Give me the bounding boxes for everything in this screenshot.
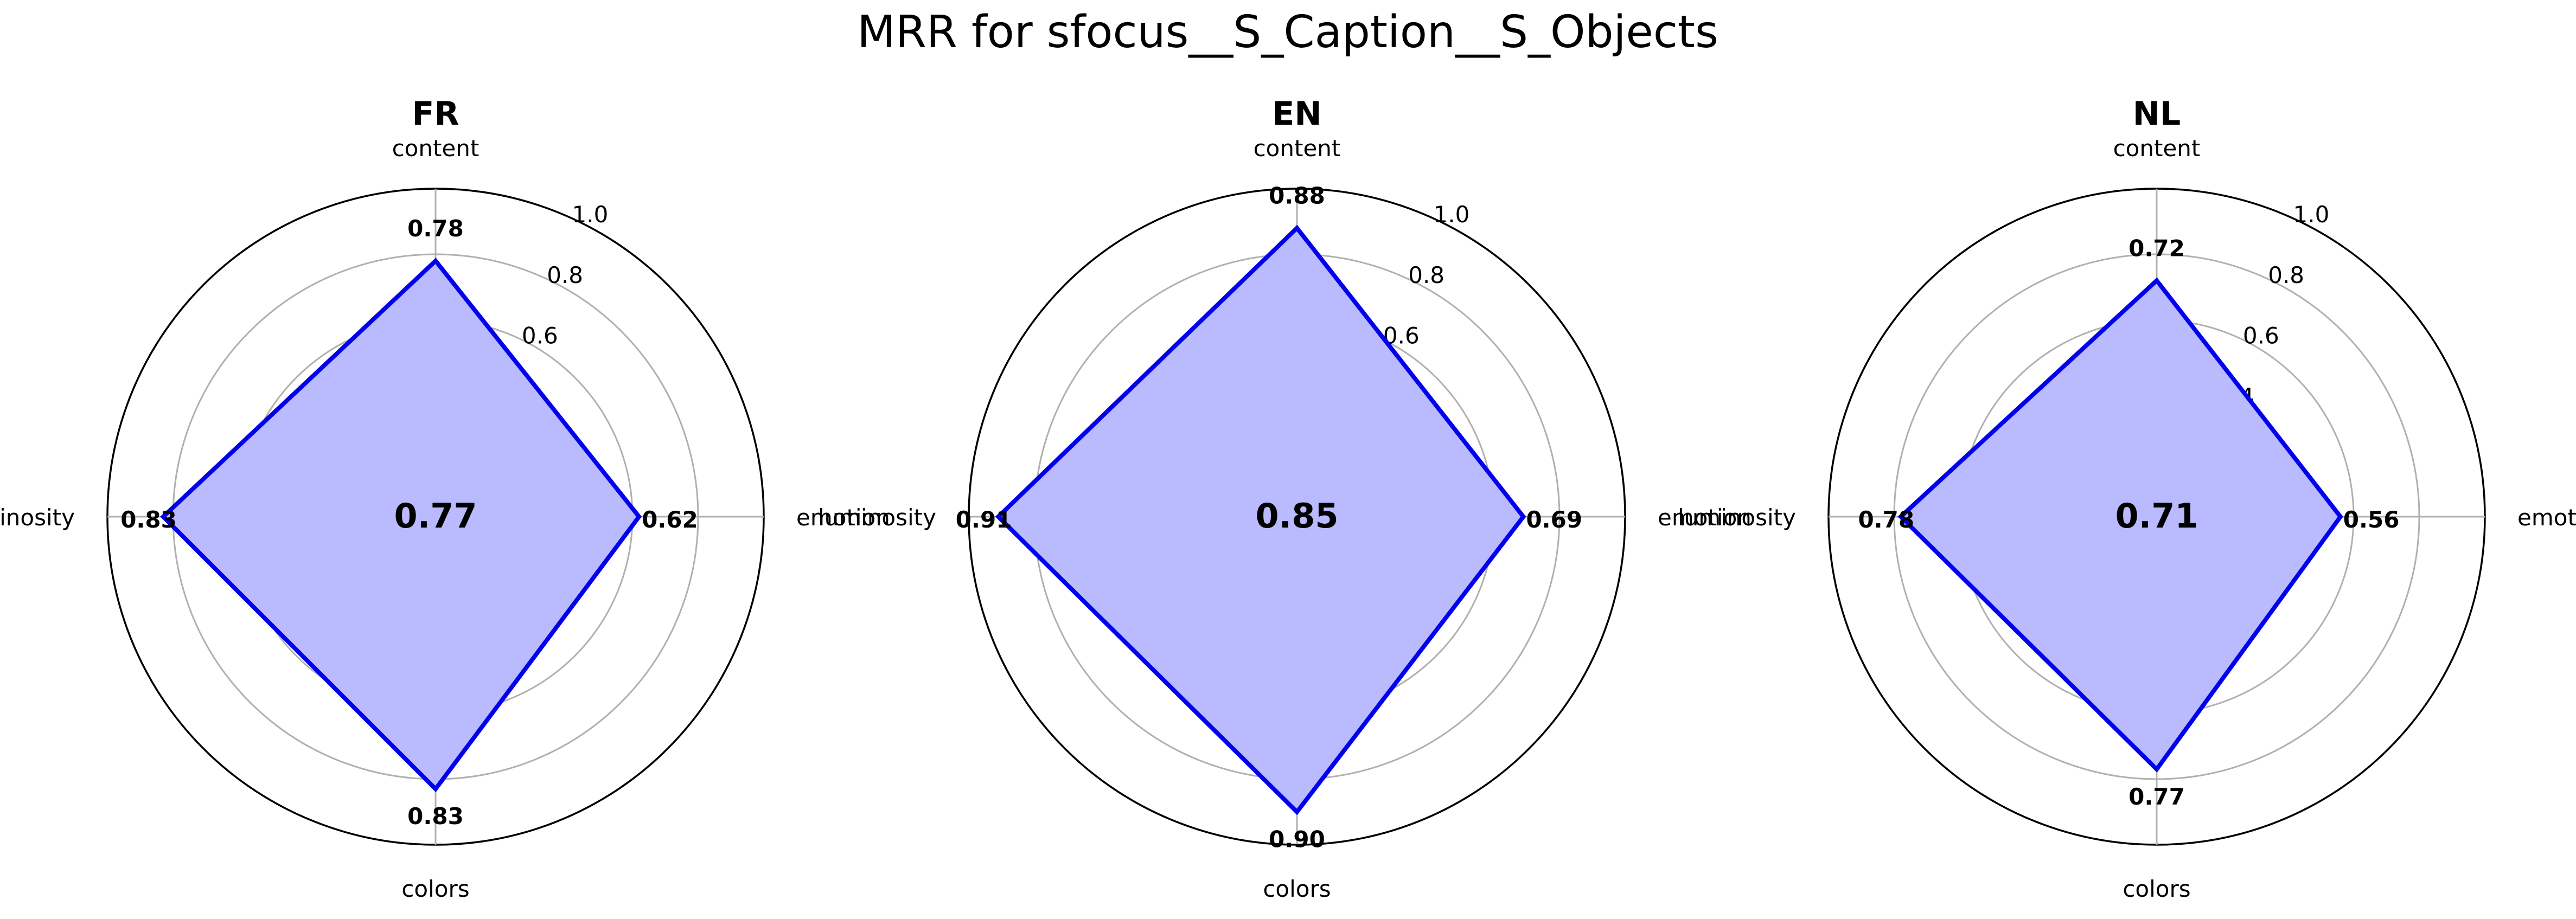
value-label-colors: 0.83 (407, 803, 464, 830)
r-tick-label: 0.8 (1408, 262, 1444, 288)
axis-label-emotion: emotion (1658, 504, 1752, 531)
axis-label-content: content (392, 135, 480, 162)
subplot-title: FR (412, 95, 459, 133)
value-label-content: 0.78 (407, 215, 464, 242)
data-point-luminosity (998, 516, 999, 517)
value-label-emotion: 0.56 (2343, 506, 2400, 533)
value-label-emotion: 0.62 (642, 506, 698, 533)
axis-label-content: content (1254, 135, 1341, 162)
value-label-content: 0.88 (1269, 183, 1325, 209)
r-tick-label: 0.8 (2268, 262, 2304, 288)
subplot-title: NL (2133, 95, 2181, 133)
r-tick-label: 1.0 (1434, 201, 1470, 228)
axis-label-colors: colors (401, 876, 469, 902)
axis-label-emotion: emotion (796, 504, 890, 531)
axis-label-luminosity: luminosity (0, 504, 75, 531)
value-label-colors: 0.77 (2128, 783, 2185, 810)
axis-label-content: content (2113, 135, 2201, 162)
value-label-colors: 0.90 (1269, 826, 1325, 853)
r-tick-label: 1.0 (572, 201, 609, 228)
r-tick-label: 0.8 (547, 262, 583, 288)
data-point-colors (1296, 811, 1297, 813)
figure-title: MRR for sfocus__S_Caption__S_Objects (857, 7, 1718, 58)
axis-label-colors: colors (2123, 876, 2190, 902)
value-label-content: 0.72 (2128, 235, 2185, 261)
radar-chart-fr: 0.20.40.60.81.00.780.620.830.83contentem… (0, 95, 890, 902)
radar-chart-en: 0.20.40.60.81.00.880.690.900.91contentem… (818, 95, 1752, 902)
r-tick-label: 0.6 (2243, 323, 2279, 349)
subplot-title: EN (1272, 95, 1321, 133)
value-label-luminosity: 0.78 (1858, 506, 1914, 533)
axis-label-colors: colors (1263, 876, 1331, 902)
radar-chart-nl: 0.20.40.60.81.00.720.560.770.78contentem… (1678, 95, 2576, 902)
data-point-luminosity (1900, 516, 1902, 517)
axis-label-emotion: emotion (2517, 504, 2576, 531)
r-tick-label: 0.6 (522, 323, 558, 349)
center-value: 0.71 (2115, 496, 2198, 536)
center-value: 0.77 (394, 496, 477, 536)
data-point-emotion (2340, 516, 2341, 517)
data-point-content (1296, 227, 1297, 229)
data-point-content (435, 260, 436, 262)
data-point-emotion (638, 516, 640, 517)
value-label-luminosity: 0.91 (956, 506, 1012, 533)
axis-label-luminosity: luminosity (1678, 504, 1796, 531)
data-point-colors (2156, 768, 2157, 770)
value-label-emotion: 0.69 (1526, 506, 1582, 533)
r-tick-label: 1.0 (2293, 201, 2330, 228)
data-point-content (2156, 280, 2157, 281)
data-point-emotion (1523, 516, 1524, 517)
center-value: 0.85 (1256, 496, 1339, 536)
data-point-luminosity (162, 516, 164, 517)
value-label-luminosity: 0.83 (120, 506, 177, 533)
axis-label-luminosity: luminosity (818, 504, 936, 531)
data-point-colors (435, 788, 436, 790)
